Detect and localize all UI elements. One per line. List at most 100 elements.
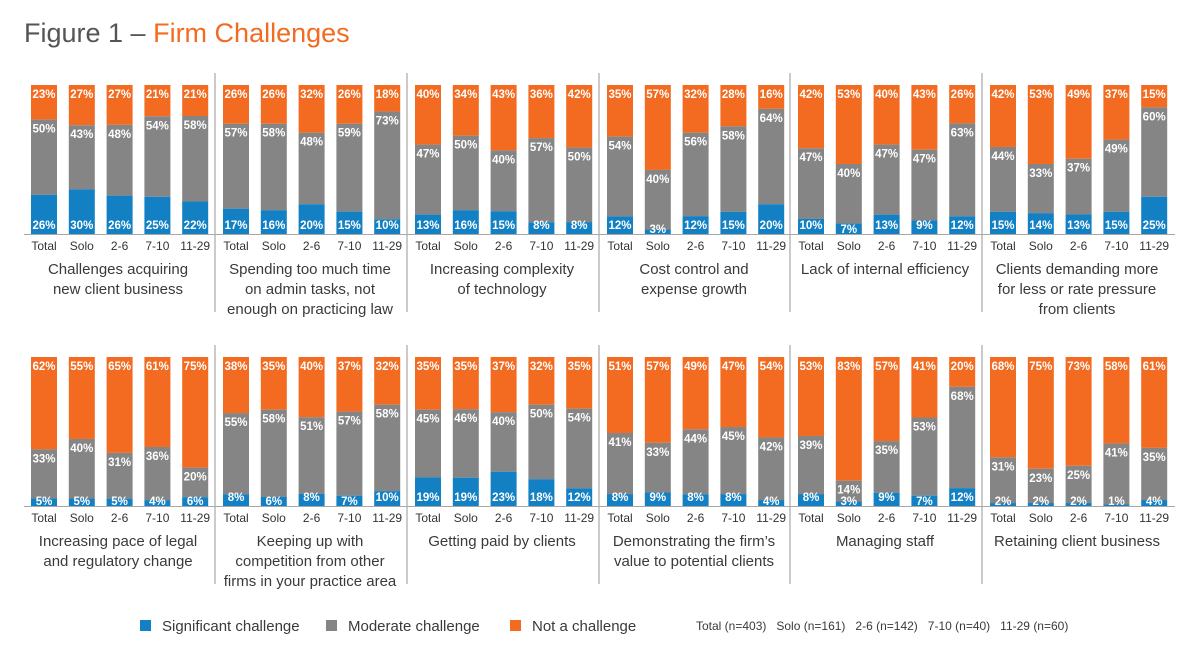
label-not-a-challenge: 57%: [646, 89, 669, 101]
label-significant-challenge: 12%: [568, 492, 591, 504]
label-significant-challenge: 7%: [341, 496, 358, 508]
panel-9: 35% 45% 19% Total 35% 46% 19% Solo 37% 40% 23% 2-6 3…: [408, 345, 600, 584]
bar-not-a-challenge: [144, 85, 171, 117]
panel-title: Keeping up with: [257, 533, 364, 550]
bar-moderate-challenge: [644, 442, 671, 493]
label-not-a-challenge: 43%: [913, 89, 936, 101]
category-label: 11-29: [756, 239, 786, 253]
label-moderate-challenge: 48%: [300, 137, 323, 149]
label-moderate-challenge: 68%: [951, 391, 974, 403]
category-label: 2-6: [878, 511, 896, 525]
bar-moderate-challenge: [682, 132, 709, 217]
label-moderate-challenge: 47%: [913, 154, 936, 166]
label-moderate-challenge: 33%: [646, 447, 669, 459]
label-significant-challenge: 25%: [146, 220, 169, 232]
category-label: 11-29: [180, 239, 210, 253]
label-not-a-challenge: 47%: [722, 361, 745, 373]
label-not-a-challenge: 41%: [913, 361, 936, 373]
label-not-a-challenge: 32%: [376, 361, 399, 373]
bar-significant-challenge: [1103, 504, 1130, 506]
label-not-a-challenge: 36%: [530, 89, 553, 101]
bar-moderate-challenge: [1065, 465, 1092, 504]
label-not-a-challenge: 75%: [1029, 361, 1052, 373]
label-not-a-challenge: 54%: [760, 361, 783, 373]
bar-moderate-challenge: [490, 150, 517, 212]
label-not-a-challenge: 32%: [684, 89, 707, 101]
panel-title: for less or rate pressure: [998, 281, 1156, 298]
bar-significant-challenge: [873, 214, 900, 234]
label-significant-challenge: 3%: [649, 224, 666, 236]
bar-significant-challenge: [1065, 503, 1092, 506]
bar-moderate-challenge: [798, 148, 824, 219]
label-not-a-challenge: 35%: [416, 361, 439, 373]
bar-significant-challenge: [452, 210, 479, 234]
bar-moderate-challenge: [1027, 163, 1054, 214]
category-label: Solo: [646, 511, 670, 525]
label-significant-challenge: 9%: [878, 492, 895, 504]
label-significant-challenge: 12%: [951, 220, 974, 232]
label-not-a-challenge: 49%: [1067, 89, 1090, 101]
label-significant-challenge: 8%: [571, 220, 588, 232]
figure-title-accent: Firm Challenges: [153, 18, 350, 48]
label-not-a-challenge: 21%: [184, 89, 207, 101]
bar-significant-challenge: [607, 216, 633, 234]
label-not-a-challenge: 42%: [568, 89, 591, 101]
label-significant-challenge: 3%: [840, 496, 857, 508]
bar-significant-challenge: [949, 216, 976, 234]
category-label: Total: [415, 511, 440, 525]
label-significant-challenge: 12%: [951, 492, 974, 504]
label-not-a-challenge: 53%: [837, 89, 860, 101]
figure-title-lead: Figure 1 –: [24, 18, 153, 48]
bar-not-a-challenge: [415, 357, 441, 410]
panel-title: Clients demanding more: [996, 261, 1159, 278]
bar-significant-challenge: [336, 211, 363, 234]
bar-not-a-challenge: [106, 357, 133, 453]
bar-not-a-challenge: [415, 85, 441, 145]
label-significant-challenge: 8%: [687, 492, 704, 504]
bar-not-a-challenge: [68, 85, 95, 126]
bar-moderate-challenge: [1103, 443, 1130, 505]
category-label: 7-10: [721, 239, 745, 253]
category-label: 7-10: [337, 239, 361, 253]
bar-moderate-challenge: [566, 147, 593, 223]
label-moderate-challenge: 44%: [991, 151, 1014, 163]
bar-significant-challenge: [644, 229, 671, 234]
legend-label-moderate: Moderate challenge: [348, 618, 480, 635]
category-label: 2-6: [303, 239, 321, 253]
label-moderate-challenge: 58%: [262, 128, 285, 140]
category-label: Solo: [454, 511, 478, 525]
label-significant-challenge: 14%: [1029, 220, 1052, 232]
bar-significant-challenge: [490, 211, 517, 234]
bar-significant-challenge: [566, 222, 593, 234]
label-moderate-challenge: 20%: [184, 472, 207, 484]
category-label: Solo: [262, 239, 286, 253]
category-label: Total: [798, 511, 823, 525]
category-label: Total: [223, 511, 248, 525]
label-not-a-challenge: 28%: [722, 89, 745, 101]
label-moderate-challenge: 47%: [416, 149, 439, 161]
bar-significant-challenge: [68, 498, 95, 506]
bar-not-a-challenge: [336, 357, 363, 412]
bar-moderate-challenge: [835, 480, 862, 502]
bar-moderate-challenge: [260, 409, 287, 497]
label-moderate-challenge: 39%: [799, 440, 822, 452]
label-significant-challenge: 30%: [70, 220, 93, 232]
panel-8: 38% 55% 8% Total 35% 58% 6% Solo 40% 51% 8% 2-6 37% 5…: [216, 345, 408, 590]
bar-significant-challenge: [758, 204, 785, 234]
bar-significant-challenge: [720, 494, 747, 506]
label-not-a-challenge: 57%: [646, 361, 669, 373]
panel-title: Managing staff: [836, 533, 935, 550]
bar-moderate-challenge: [144, 116, 171, 197]
category-label: Solo: [837, 239, 861, 253]
bar-moderate-challenge: [298, 132, 325, 205]
bar-not-a-challenge: [374, 85, 401, 112]
category-label: Total: [223, 239, 248, 253]
bar-moderate-challenge: [415, 409, 441, 478]
bar-significant-challenge: [1103, 211, 1130, 234]
category-label: Total: [990, 239, 1015, 253]
bar-significant-challenge: [298, 204, 325, 234]
label-not-a-challenge: 57%: [875, 361, 898, 373]
bar-moderate-challenge: [1141, 107, 1168, 197]
category-label: Solo: [454, 239, 478, 253]
label-moderate-challenge: 73%: [376, 116, 399, 128]
